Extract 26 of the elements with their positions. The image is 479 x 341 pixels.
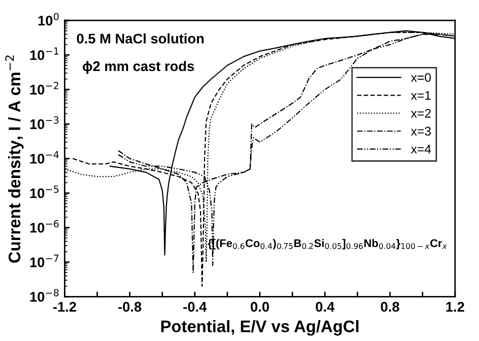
- y-tick-label: 10$^{−1}$: [30, 48, 58, 60]
- text: {[(Fe$_{0.6}$Co$_{0.4}$)$_{0.75}$B$_{0.2}$Si$_{0.05}$]$_{0.96}$Nb$_{0.04}$}$_{100−x}$Cr$_{x}$: [208, 238, 447, 250]
- y-tick-label: 10$^{−4}$: [30, 151, 59, 164]
- y-tick-label: 10$^{−5}$: [30, 186, 58, 198]
- x-tick-label: 0.4: [316, 302, 334, 312]
- x-tick-label: 0.8: [380, 302, 400, 312]
- x-tick-label: -0.4: [183, 302, 207, 312]
- x-tick-label: -0.8: [118, 302, 142, 312]
- y-tick-label: 10$^{−8}$: [30, 289, 59, 302]
- y-tick-label: 10$^{−3}$: [30, 116, 59, 130]
- x-tick-label: 1.2: [446, 302, 464, 312]
- x-tick-label: 0.0: [250, 302, 269, 312]
- y-axis-title: Current density, I / A cm$^{−2}$: [5, 56, 24, 263]
- y-tick-label: 10$^{−2}$: [30, 82, 58, 95]
- annotation: ϕ2 mm cast rods: [82, 60, 194, 74]
- y-tick-label: 10$^{−7}$: [30, 254, 58, 268]
- legend-label: x=2: [410, 108, 431, 118]
- x-tick-label: -1.2: [53, 302, 76, 312]
- annotation: 0.5 M NaCl solution: [76, 33, 204, 44]
- y-tick-label: 10$^{0}$: [38, 12, 59, 26]
- legend-label: x=0: [410, 73, 431, 82]
- legend-label: x=1: [410, 91, 431, 100]
- legend-label: x=4: [410, 144, 431, 154]
- x-axis-title: Potential, E/V vs Ag/AgCl: [161, 320, 358, 336]
- y-tick-label: 10$^{−6}$: [30, 220, 59, 233]
- legend-label: x=3: [410, 126, 431, 136]
